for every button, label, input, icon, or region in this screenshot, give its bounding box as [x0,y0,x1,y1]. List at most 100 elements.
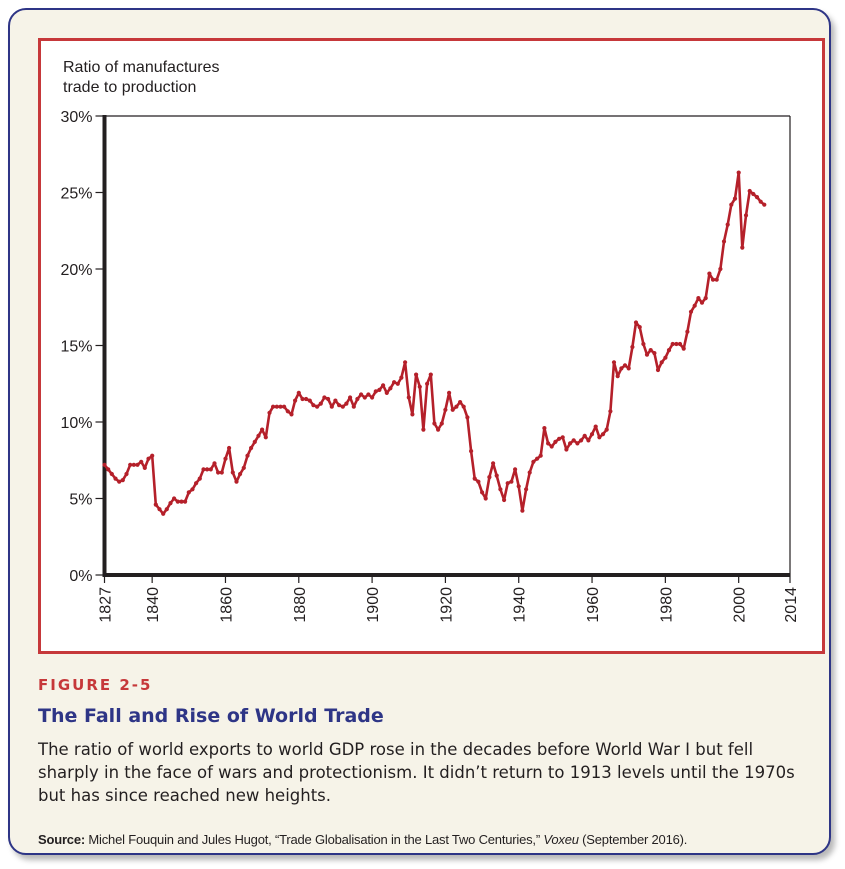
data-point [428,372,433,377]
data-point [179,499,184,504]
data-point [644,352,650,357]
data-point [282,404,287,409]
data-point [494,473,499,478]
data-point [685,329,690,334]
data-point [227,445,232,451]
data-point [285,409,290,414]
data-point [568,441,573,446]
data-point [677,341,683,347]
data-point [436,427,441,432]
series-layer [102,170,767,516]
data-point [630,344,635,350]
data-point [553,439,558,444]
data-point [102,462,107,467]
data-point [113,476,118,481]
y-tick-label: 0% [69,568,92,585]
data-point [161,511,166,516]
data-point [230,470,235,475]
data-point [252,439,257,444]
data-point [491,461,496,466]
data-point [487,475,492,480]
data-point [505,481,510,486]
x-tick-label: 1940 [512,587,529,623]
data-point [729,202,734,207]
data-point [377,387,382,392]
data-point [447,390,452,395]
y-tick-label: 20% [60,262,92,279]
data-point [216,470,221,475]
data-point [245,453,250,458]
data-point [293,398,298,403]
data-point [296,390,301,395]
data-point [557,436,562,441]
data-point [406,395,411,400]
data-point [197,476,202,481]
data-point [458,400,463,405]
data-point [502,497,507,503]
data-point [483,496,488,501]
data-point [593,424,598,429]
data-point [762,202,767,207]
data-point [736,170,741,175]
data-point [743,213,749,218]
data-point [128,462,133,467]
data-point [480,490,485,495]
data-point [274,404,279,409]
data-point [626,366,631,371]
data-point [142,465,147,470]
data-point [190,487,195,492]
data-point [666,348,672,353]
x-tick-label: 2014 [783,587,800,623]
data-point [117,479,122,484]
data-point [589,432,595,437]
data-point [271,404,276,409]
data-point [721,239,727,244]
data-point [692,303,697,308]
data-point [414,372,419,377]
figure-card: Ratio of manufactures trade to productio… [8,8,831,855]
data-point [740,245,745,250]
data-point [135,462,140,467]
x-tick-label: 1900 [365,587,382,623]
data-point [469,449,474,454]
data-point [403,360,408,365]
data-point [718,266,723,272]
data-point [597,435,602,440]
series-line [103,171,766,516]
data-point [546,441,551,446]
data-point [615,374,620,379]
data-point [362,395,367,400]
data-point [212,461,217,466]
data-point [699,300,705,305]
data-point [139,459,144,464]
data-point [538,453,543,458]
data-point [120,478,125,483]
data-point [710,277,716,282]
data-point [300,396,305,402]
data-point [366,392,371,397]
data-point [549,444,554,449]
data-point [608,409,613,414]
data-point [278,404,283,409]
x-tick-label: 1860 [218,587,235,623]
data-point [611,360,617,365]
data-point [681,346,686,351]
data-point [175,499,180,504]
data-point [696,296,701,301]
data-point [201,467,206,472]
data-point [131,462,136,467]
data-point [655,367,661,373]
data-point [311,403,316,408]
data-point [381,383,386,388]
data-point [351,404,356,409]
y-ticks: 0% 5% 10% 15% 20% 25% 30% [60,109,105,585]
data-point [582,433,587,438]
data-point [183,499,188,504]
data-point [340,404,345,409]
data-point [395,381,400,386]
data-point [637,325,642,330]
chart-frame: Ratio of manufactures trade to productio… [38,38,825,654]
y-axis-label-line-1: Ratio of manufactures [63,59,220,76]
data-point [384,390,389,395]
data-point [172,496,177,501]
